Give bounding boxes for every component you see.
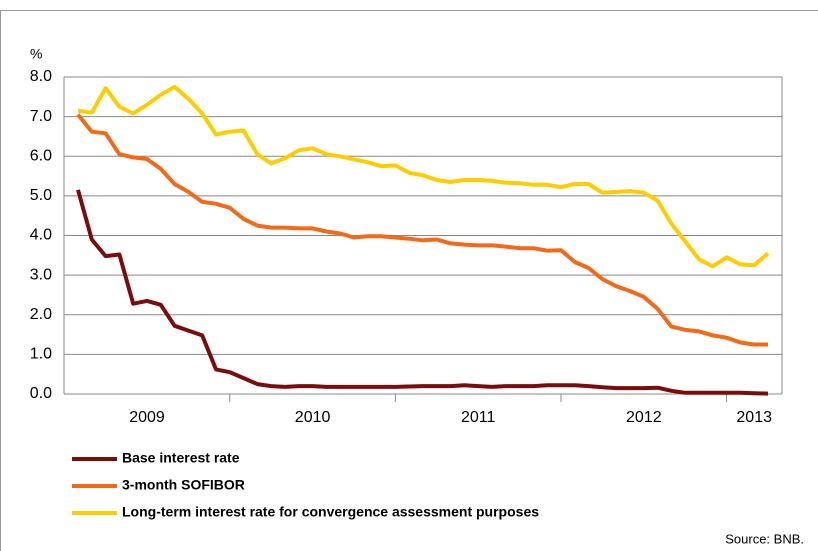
series-line [76, 189, 769, 396]
source: Source: BNB. [725, 531, 804, 546]
legend-label: Long-term interest rate for convergence … [122, 504, 539, 520]
y-tick-label: 5.0 [30, 187, 52, 204]
x-tick-label: 2012 [626, 409, 662, 426]
series-line [77, 84, 770, 269]
legend-label: Base interest rate [122, 450, 240, 466]
x-tick-label: 2011 [461, 409, 496, 426]
y-tick-label: 2.0 [30, 306, 52, 323]
y-tick-label: 8.0 [30, 68, 52, 85]
legend-label: 3-month SOFIBOR [122, 477, 245, 493]
y-axis-label: % [30, 46, 42, 62]
y-tick-label: 1.0 [30, 346, 52, 363]
series-line [76, 113, 768, 347]
x-tick-label: 2009 [129, 409, 165, 426]
x-tick-label: 2013 [736, 409, 772, 426]
y-tick-label: 4.0 [30, 227, 52, 244]
y-tick-label: 0.0 [30, 385, 52, 402]
x-tick-label: 2010 [295, 409, 331, 426]
y-tick-label: 3.0 [30, 266, 52, 283]
y-tick-label: 6.0 [30, 147, 52, 164]
y-tick-label: 7.0 [30, 108, 52, 125]
legend: Base interest rate 3-month SOFIBOR Long-te… [72, 450, 539, 520]
